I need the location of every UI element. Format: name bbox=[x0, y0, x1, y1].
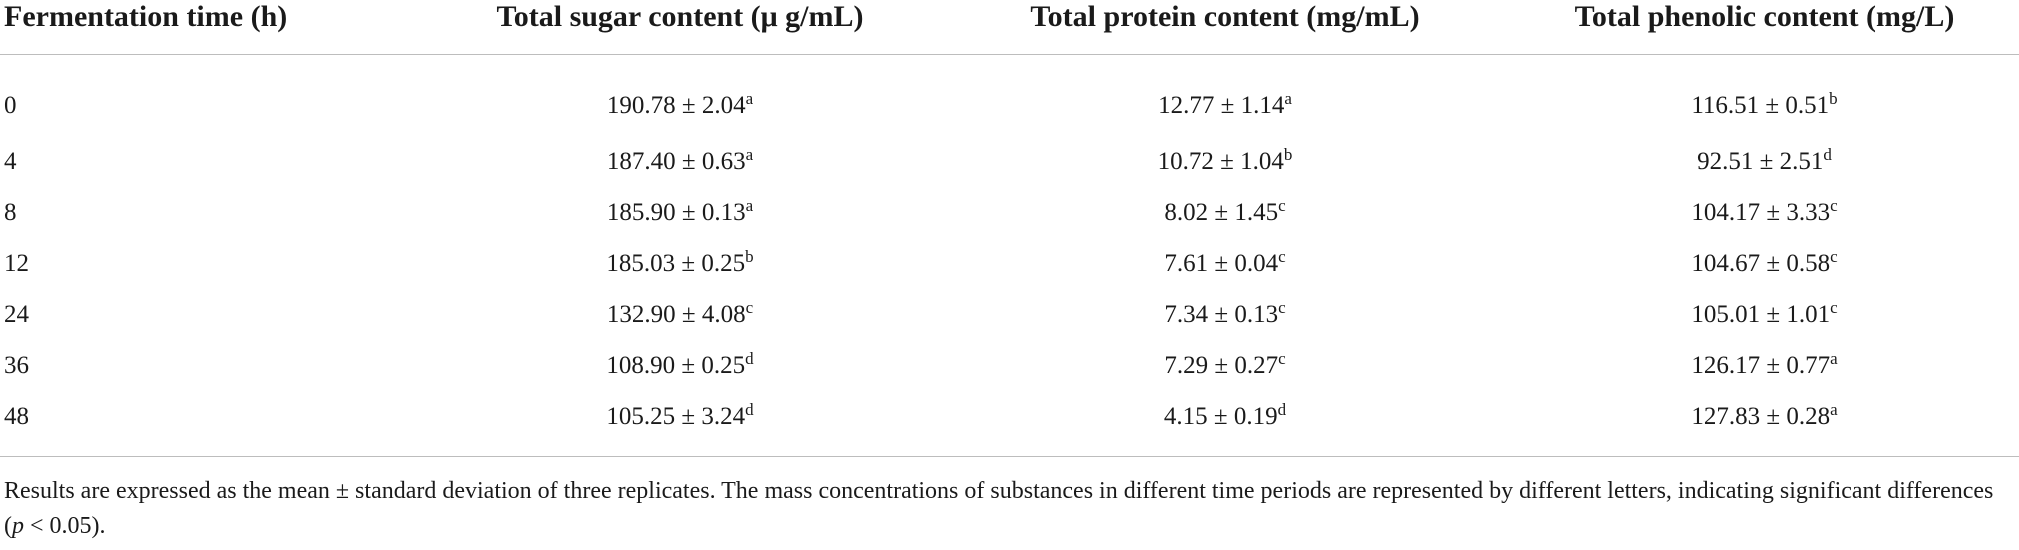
sugar-value: 187.40 ± 0.63 bbox=[606, 147, 746, 175]
cell-sugar: 132.90 ± 4.08c bbox=[420, 289, 940, 340]
protein-significance: a bbox=[1284, 88, 1292, 108]
cell-time: 4 bbox=[4, 147, 17, 175]
sugar-value: 105.25 ± 3.24 bbox=[606, 402, 746, 430]
cell-time: 12 bbox=[4, 249, 29, 277]
sugar-significance: d bbox=[745, 399, 754, 419]
header-row: Fermentation time (h) Total sugar conten… bbox=[0, 0, 2019, 55]
phenolic-value: 104.67 ± 0.58 bbox=[1691, 249, 1831, 277]
cell-time: 36 bbox=[4, 351, 29, 379]
sugar-value: 185.03 ± 0.25 bbox=[606, 249, 746, 277]
results-table-container: Fermentation time (h) Total sugar conten… bbox=[0, 0, 2019, 457]
header-total-protein: Total protein content (mg/mL) bbox=[940, 0, 1510, 55]
table-row: 8 185.90 ± 0.13a 8.02 ± 1.45c 104.17 ± 3… bbox=[0, 187, 2019, 238]
sugar-value: 185.90 ± 0.13 bbox=[606, 198, 746, 226]
protein-value: 12.77 ± 1.14 bbox=[1158, 91, 1285, 119]
cell-sugar: 105.25 ± 3.24d bbox=[420, 391, 940, 457]
cell-sugar: 187.40 ± 0.63a bbox=[420, 136, 940, 187]
header-total-phenolic: Total phenolic content (mg/L) bbox=[1510, 0, 2019, 55]
phenolic-value: 104.17 ± 3.33 bbox=[1691, 198, 1831, 226]
table-header: Fermentation time (h) Total sugar conten… bbox=[0, 0, 2019, 55]
sugar-significance: a bbox=[745, 195, 754, 215]
cell-phenolic: 92.51 ± 2.51d bbox=[1510, 136, 2019, 187]
phenolic-value: 127.83 ± 0.28 bbox=[1691, 402, 1831, 430]
cell-phenolic: 127.83 ± 0.28a bbox=[1510, 391, 2019, 457]
phenolic-value: 105.01 ± 1.01 bbox=[1691, 300, 1831, 328]
cell-phenolic: 116.51 ± 0.51b bbox=[1510, 55, 2019, 137]
footnote-text-before: Results are expressed as the mean ± stan… bbox=[4, 478, 1994, 539]
cell-sugar: 185.03 ± 0.25b bbox=[420, 238, 940, 289]
table-row: 24 132.90 ± 4.08c 7.34 ± 0.13c 105.01 ± … bbox=[0, 289, 2019, 340]
cell-phenolic: 104.17 ± 3.33c bbox=[1510, 187, 2019, 238]
phenolic-value: 92.51 ± 2.51 bbox=[1697, 147, 1824, 175]
table-row: 12 185.03 ± 0.25b 7.61 ± 0.04c 104.67 ± … bbox=[0, 238, 2019, 289]
cell-time: 24 bbox=[4, 300, 29, 328]
protein-significance: d bbox=[1277, 399, 1287, 419]
cell-sugar: 190.78 ± 2.04a bbox=[420, 55, 940, 137]
protein-value: 7.29 ± 0.27 bbox=[1164, 351, 1279, 379]
table-row: 36 108.90 ± 0.25d 7.29 ± 0.27c 126.17 ± … bbox=[0, 340, 2019, 391]
sugar-significance: a bbox=[745, 144, 754, 164]
phenolic-significance: c bbox=[1830, 195, 1838, 215]
table-footnote: Results are expressed as the mean ± stan… bbox=[4, 474, 2014, 544]
phenolic-significance: d bbox=[1823, 144, 1832, 164]
cell-phenolic: 105.01 ± 1.01c bbox=[1510, 289, 2019, 340]
cell-protein: 7.61 ± 0.04c bbox=[940, 238, 1510, 289]
protein-value: 7.61 ± 0.04 bbox=[1164, 249, 1279, 277]
footnote-text-after: < 0.05). bbox=[24, 513, 106, 539]
sugar-value: 108.90 ± 0.25 bbox=[606, 351, 746, 379]
cell-protein: 7.29 ± 0.27c bbox=[940, 340, 1510, 391]
cell-time: 0 bbox=[4, 91, 17, 119]
protein-significance: c bbox=[1278, 246, 1286, 266]
cell-sugar: 108.90 ± 0.25d bbox=[420, 340, 940, 391]
sugar-value: 190.78 ± 2.04 bbox=[606, 91, 746, 119]
cell-time: 8 bbox=[4, 198, 17, 226]
protein-value: 10.72 ± 1.04 bbox=[1157, 147, 1284, 175]
protein-significance: c bbox=[1278, 348, 1286, 368]
cell-protein: 4.15 ± 0.19d bbox=[940, 391, 1510, 457]
sugar-significance: b bbox=[745, 246, 754, 266]
protein-significance: c bbox=[1278, 297, 1286, 317]
phenolic-significance: b bbox=[1829, 88, 1838, 108]
table-row: 0 190.78 ± 2.04a 12.77 ± 1.14a 116.51 ± … bbox=[0, 55, 2019, 137]
phenolic-significance: c bbox=[1830, 297, 1838, 317]
table-row: 4 187.40 ± 0.63a 10.72 ± 1.04b 92.51 ± 2… bbox=[0, 136, 2019, 187]
cell-sugar: 185.90 ± 0.13a bbox=[420, 187, 940, 238]
results-table: Fermentation time (h) Total sugar conten… bbox=[0, 0, 2019, 457]
header-total-sugar: Total sugar content (μ g/mL) bbox=[420, 0, 940, 55]
cell-protein: 12.77 ± 1.14a bbox=[940, 55, 1510, 137]
protein-value: 4.15 ± 0.19 bbox=[1163, 402, 1278, 430]
sugar-significance: c bbox=[745, 297, 754, 317]
protein-significance: b bbox=[1283, 144, 1293, 164]
phenolic-significance: c bbox=[1830, 246, 1838, 266]
cell-protein: 10.72 ± 1.04b bbox=[940, 136, 1510, 187]
phenolic-significance: a bbox=[1830, 348, 1838, 368]
protein-value: 7.34 ± 0.13 bbox=[1164, 300, 1279, 328]
phenolic-significance: a bbox=[1830, 399, 1838, 419]
protein-value: 8.02 ± 1.45 bbox=[1164, 198, 1279, 226]
cell-phenolic: 104.67 ± 0.58c bbox=[1510, 238, 2019, 289]
sugar-significance: d bbox=[745, 348, 754, 368]
header-fermentation-time: Fermentation time (h) bbox=[0, 0, 420, 55]
table-body: 0 190.78 ± 2.04a 12.77 ± 1.14a 116.51 ± … bbox=[0, 55, 2019, 457]
table-row: 48 105.25 ± 3.24d 4.15 ± 0.19d 127.83 ± … bbox=[0, 391, 2019, 457]
sugar-significance: a bbox=[745, 88, 754, 108]
phenolic-value: 126.17 ± 0.77 bbox=[1691, 351, 1831, 379]
cell-time: 48 bbox=[0, 391, 420, 457]
cell-phenolic: 126.17 ± 0.77a bbox=[1510, 340, 2019, 391]
phenolic-value: 116.51 ± 0.51 bbox=[1691, 91, 1830, 119]
cell-protein: 7.34 ± 0.13c bbox=[940, 289, 1510, 340]
protein-significance: c bbox=[1278, 195, 1286, 215]
sugar-value: 132.90 ± 4.08 bbox=[606, 300, 746, 328]
cell-protein: 8.02 ± 1.45c bbox=[940, 187, 1510, 238]
footnote-p-symbol: p bbox=[12, 513, 24, 539]
